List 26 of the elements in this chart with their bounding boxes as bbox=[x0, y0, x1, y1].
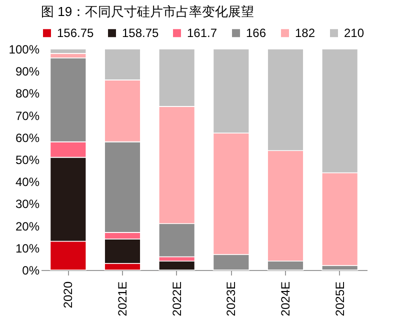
y-tick-label: 40% bbox=[15, 175, 40, 190]
y-tick-label: 100% bbox=[8, 42, 40, 56]
x-tick-label: 2024E bbox=[278, 282, 292, 316]
y-tick-label: 60% bbox=[15, 130, 40, 145]
legend-label: 166 bbox=[246, 26, 266, 40]
y-tick-label: 10% bbox=[15, 241, 40, 256]
legend-label: 210 bbox=[344, 26, 364, 40]
legend-label: 161.7 bbox=[187, 26, 218, 40]
y-tick-label: 50% bbox=[15, 153, 40, 167]
y-tick-label: 30% bbox=[15, 197, 40, 212]
chart-title: 图 19：不同尺寸硅片市占率变化展望 bbox=[41, 4, 254, 19]
bar bbox=[50, 48, 86, 54]
x-tick-label: 2022E bbox=[170, 282, 184, 316]
legend-label: 158.75 bbox=[122, 26, 160, 40]
x-tick-label: 2025E bbox=[332, 282, 347, 316]
y-tick-label: 70% bbox=[15, 108, 40, 123]
x-tick-label: 2021E bbox=[116, 282, 130, 316]
x-tick-label: 2020 bbox=[61, 281, 76, 308]
x-tick-label: 2023E bbox=[224, 282, 238, 316]
y-tick-label: 20% bbox=[15, 219, 40, 234]
legend-label: 156.75 bbox=[57, 26, 94, 40]
legend-label: 182 bbox=[295, 26, 316, 40]
y-tick-label: 90% bbox=[15, 64, 40, 79]
y-tick-label: 0% bbox=[22, 264, 40, 278]
bar bbox=[158, 260, 196, 270]
y-tick-label: 80% bbox=[15, 86, 40, 101]
